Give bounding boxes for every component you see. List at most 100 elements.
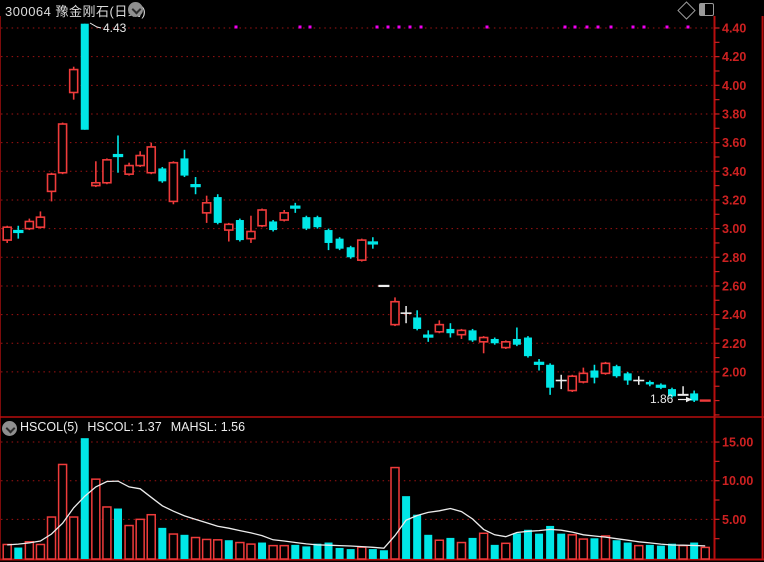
price-axis-label: 3.20 <box>722 193 746 207</box>
candle-down <box>335 238 344 249</box>
signal-dot <box>375 25 379 29</box>
candle-down <box>468 330 477 341</box>
volume-bar-down <box>335 547 344 559</box>
volume-bar-down <box>346 549 355 559</box>
volume-bar-up <box>135 518 145 560</box>
volume-bar-down <box>313 543 322 559</box>
volume-bar-down <box>557 533 566 559</box>
indicator-header: HSCOL(5) HSCOL: 1.37 MAHSL: 1.56 <box>20 420 245 434</box>
high-price-annotation: 4.43 <box>103 21 127 35</box>
volume-bar-down <box>402 496 411 559</box>
candle-down <box>612 366 621 377</box>
candle-up <box>567 375 578 392</box>
candle-down <box>324 230 333 243</box>
price-axis-label: 3.00 <box>722 222 746 236</box>
volume-axis-label: 5.00 <box>722 513 746 527</box>
candle-up <box>356 239 367 261</box>
signal-dot <box>609 25 613 29</box>
chevron-down-icon[interactable] <box>128 2 143 17</box>
volume-bar-down <box>180 534 189 559</box>
volume-bar-down <box>612 540 621 559</box>
volume-bar-up <box>212 539 223 560</box>
price-axis-label: 2.40 <box>722 308 746 322</box>
volume-bar-up <box>102 506 112 560</box>
price-axis-label: 2.00 <box>722 365 746 379</box>
volume-bar-up <box>168 533 179 560</box>
volume-bar-up <box>567 534 578 560</box>
volume-axis-label: 15.00 <box>722 436 753 450</box>
candle-doji <box>13 229 24 234</box>
candle-down <box>623 373 632 381</box>
price-axis-label: 4.00 <box>722 79 746 93</box>
volume-bar-down <box>14 547 23 559</box>
candle-up <box>257 209 267 227</box>
candle-up <box>135 154 145 167</box>
candle-up <box>102 159 112 184</box>
signal-dot <box>573 25 577 29</box>
candle-down <box>523 337 532 357</box>
volume-bar-up <box>91 478 101 560</box>
volume-bar-up <box>124 524 134 560</box>
candle-up <box>456 329 467 336</box>
volume-bar-down <box>158 527 167 559</box>
volume-bar-up <box>68 516 79 560</box>
chevron-glyph <box>131 4 141 14</box>
price-axis-label: 3.80 <box>722 107 746 121</box>
candle-up <box>390 300 400 326</box>
candle-down <box>80 23 89 130</box>
candle-down <box>235 220 244 241</box>
volume-bar-down <box>413 514 422 559</box>
volume-bar-down <box>258 542 267 559</box>
split-panel-fill <box>700 4 705 15</box>
volume-bar-up <box>634 544 644 560</box>
candle-up <box>146 146 157 174</box>
volume-bar-down <box>668 543 676 559</box>
volume-bar-down <box>590 538 599 559</box>
candle-down <box>158 168 167 182</box>
volume-bar-down <box>546 525 555 559</box>
signal-dot <box>408 25 412 29</box>
candle-down <box>590 370 599 378</box>
candle-down <box>690 393 699 401</box>
indicator-ma-value: MAHSL: 1.56 <box>170 420 246 434</box>
indicator-chevron-down-icon[interactable] <box>2 421 17 436</box>
volume-bar-down <box>424 534 433 559</box>
candle-down <box>269 221 278 231</box>
candle-up <box>46 173 57 193</box>
volume-bar-down <box>114 508 122 559</box>
volume-bar-down <box>512 533 521 559</box>
price-axis-label: 4.20 <box>722 50 746 64</box>
signal-dot <box>585 25 589 29</box>
candle-up <box>57 123 68 174</box>
split-panel-icon[interactable] <box>699 3 714 16</box>
high-annotation-pointer <box>89 22 102 29</box>
candle-down <box>512 338 521 345</box>
candle-down <box>213 197 222 223</box>
low-annotation-arrowhead <box>686 396 692 403</box>
candle-down <box>446 328 455 334</box>
candle-up <box>279 212 290 221</box>
volume-bar-down <box>291 544 300 559</box>
volume-bar-up <box>478 532 489 560</box>
volume-bar-up <box>456 541 467 560</box>
volume-bar-down <box>535 533 544 559</box>
candle-doji <box>367 241 379 245</box>
candle-doji <box>290 205 301 209</box>
candle-doji <box>112 153 124 158</box>
price-axis-label: 2.60 <box>722 279 746 293</box>
signal-dot <box>485 25 489 29</box>
volume-bar-up <box>357 546 367 560</box>
volume-bar-down <box>379 550 388 559</box>
volume-bar-down <box>490 544 499 559</box>
candle-up <box>168 161 179 203</box>
candle-up <box>124 164 134 175</box>
price-axis-label: 2.80 <box>722 251 746 265</box>
candle-up <box>68 68 79 94</box>
volume-bar-down <box>645 544 654 559</box>
price-axis-label: 3.40 <box>722 165 746 179</box>
volume-bar-down <box>446 537 455 559</box>
volume-bar-down <box>690 542 699 559</box>
signal-dot <box>308 25 312 29</box>
